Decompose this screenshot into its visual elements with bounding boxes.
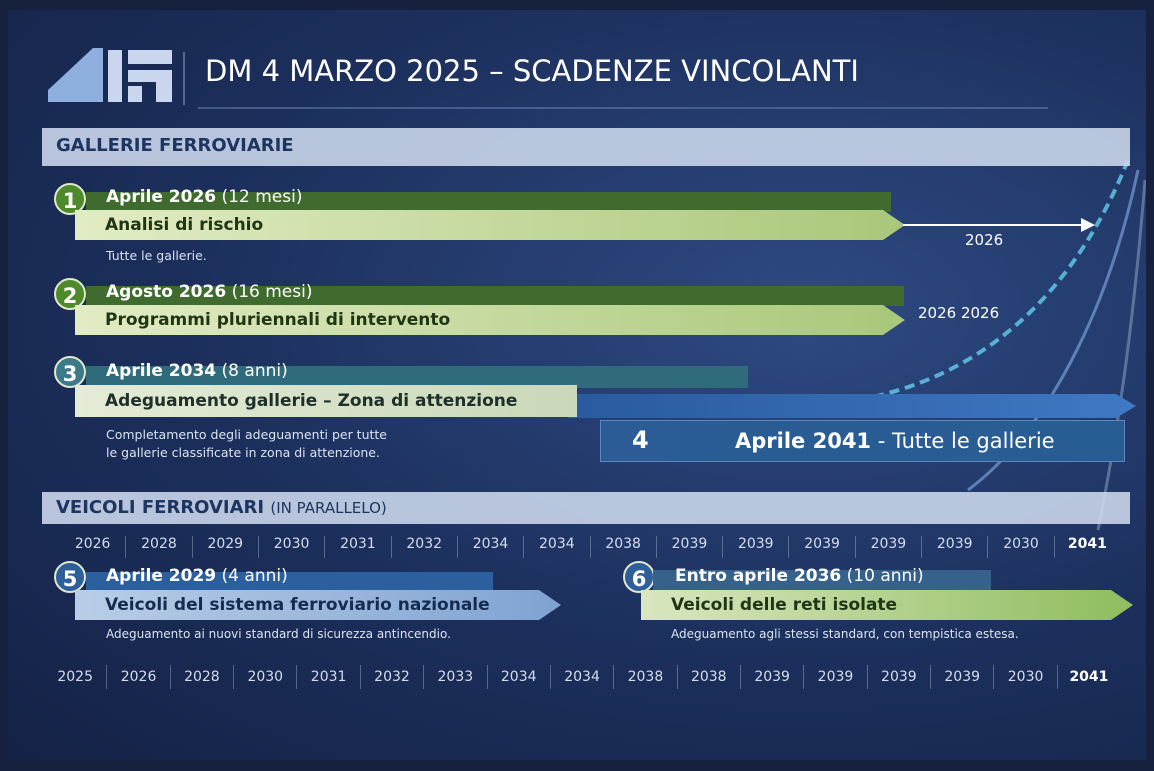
description: Completamento degli adeguamenti per tutt… xyxy=(106,426,387,462)
year: 2026 xyxy=(107,665,170,689)
deadline: Aprile 2026 (12 mesi) xyxy=(106,187,302,207)
slide: DM 4 MARZO 2025 – SCADENZE VINCOLANTI GA… xyxy=(8,10,1146,760)
step-number: 3 xyxy=(54,356,86,388)
step-bar: Veicoli delle reti isolate xyxy=(641,590,1133,620)
deadline: Entro aprile 2036 (10 anni) xyxy=(675,566,924,586)
year: 2039 xyxy=(804,665,867,689)
year: 2039 xyxy=(723,536,789,558)
year: 2039 xyxy=(741,665,804,689)
year: 2034 xyxy=(524,536,590,558)
year: 2038 xyxy=(678,665,741,689)
year: 2038 xyxy=(591,536,657,558)
year: 2031 xyxy=(297,665,360,689)
year: 2032 xyxy=(361,665,424,689)
step-bar: Adeguamento gallerie – Zona di attenzion… xyxy=(75,385,577,417)
step-bar: Veicoli del sistema ferroviario nazional… xyxy=(75,590,561,620)
description: Adeguamento ai nuovi standard di sicurez… xyxy=(106,627,451,641)
year: 2039 xyxy=(931,665,994,689)
step-bar: Analisi di rischio xyxy=(75,210,905,240)
year: 2032 xyxy=(392,536,458,558)
arrow xyxy=(568,394,1136,418)
description: Adeguamento agli stessi standard, con te… xyxy=(671,627,1019,641)
year: 2028 xyxy=(126,536,192,558)
step-number: 5 xyxy=(54,561,86,593)
deadline: Agosto 2026 (16 mesi) xyxy=(106,282,312,302)
deadline: Aprile 2029 (4 anni) xyxy=(106,566,288,586)
title: DM 4 MARZO 2025 – SCADENZE VINCOLANTI xyxy=(205,54,859,88)
section-header: GALLERIE FERROVIARIE xyxy=(42,128,1130,166)
year: 2039 xyxy=(657,536,723,558)
year: 2030 xyxy=(994,665,1057,689)
year: 2030 xyxy=(234,665,297,689)
deadline: Aprile 2041 - Tutte le gallerie xyxy=(735,429,1055,453)
year: 2039 xyxy=(922,536,988,558)
year: 2041 xyxy=(1055,536,1120,558)
year: 2034 xyxy=(488,665,551,689)
year: 2026 xyxy=(60,536,126,558)
step-number: 4 xyxy=(632,426,649,454)
year: 2034 xyxy=(458,536,524,558)
step-number: 6 xyxy=(623,561,655,593)
deadline: Aprile 2034 (8 anni) xyxy=(106,361,288,381)
year: 2031 xyxy=(325,536,391,558)
section-header: VEICOLI FERROVIARI (IN PARALLELO) xyxy=(42,492,1130,524)
marker: 2026 xyxy=(965,231,1003,249)
description: Tutte le gallerie. xyxy=(106,248,207,263)
year: 2033 xyxy=(424,665,487,689)
marker: 2026 2026 xyxy=(918,304,999,322)
year: 2039 xyxy=(789,536,855,558)
year: 2039 xyxy=(856,536,922,558)
year: 2028 xyxy=(171,665,234,689)
year: 2039 xyxy=(868,665,931,689)
year: 2034 xyxy=(551,665,614,689)
year: 2030 xyxy=(259,536,325,558)
step-bar: Programmi pluriennali di intervento xyxy=(75,305,905,335)
year: 2038 xyxy=(614,665,677,689)
year: 2030 xyxy=(988,536,1054,558)
year: 2025 xyxy=(44,665,107,689)
year: 2029 xyxy=(193,536,259,558)
year: 2041 xyxy=(1058,665,1120,689)
